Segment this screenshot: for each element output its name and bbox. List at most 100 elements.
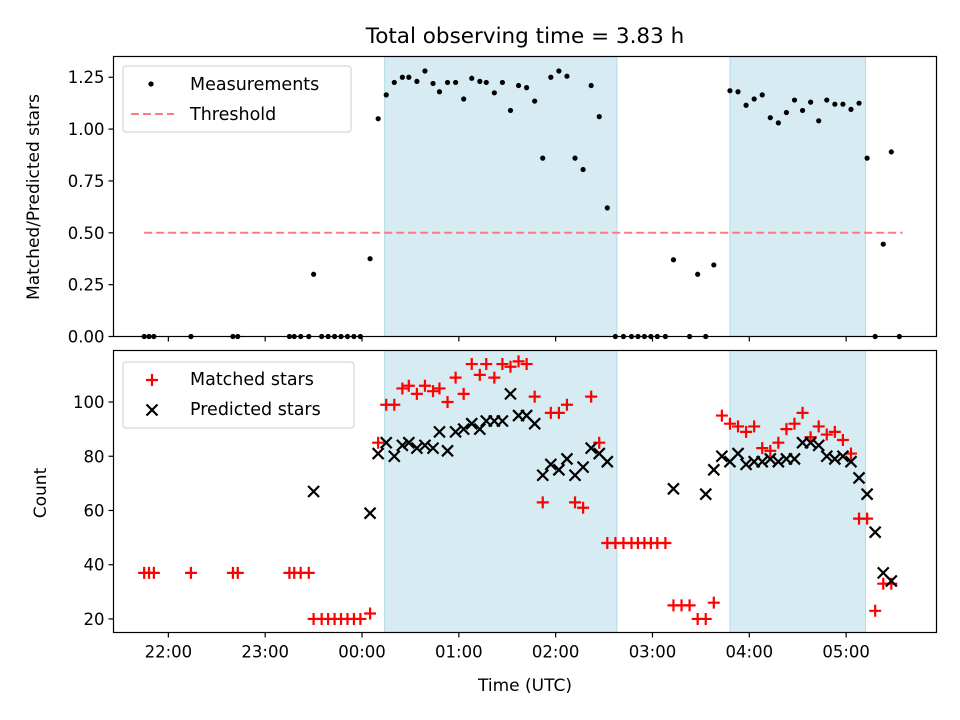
matched-star-point	[449, 371, 462, 384]
matched-star-point	[659, 537, 672, 550]
measurement-point	[422, 68, 428, 74]
predicted-star-point	[788, 452, 801, 466]
matched-star-point	[410, 387, 423, 400]
measurement-point	[430, 80, 436, 87]
predicted-star-point	[396, 439, 409, 452]
measurement-point	[491, 90, 497, 96]
x-tick-label: 22:00	[145, 643, 193, 662]
matched-star-point	[480, 358, 493, 371]
observing-intervals	[384, 350, 866, 633]
predicted-star-point	[836, 449, 850, 463]
measurement-point	[880, 241, 886, 247]
predicted-star-point	[707, 463, 721, 477]
predicted-star-point	[307, 485, 320, 498]
measurement-point	[856, 100, 862, 106]
matched-star-point	[302, 566, 315, 579]
predicted-star-point	[441, 444, 454, 458]
y-tick-label: 1.00	[68, 120, 105, 139]
matched-star-point	[441, 396, 454, 409]
matched-star-point	[396, 382, 409, 395]
matched-star-point	[723, 417, 736, 430]
matched-star-point	[364, 607, 377, 620]
predicted-star-point	[772, 455, 785, 468]
measurement-point	[759, 92, 765, 98]
observing-intervals	[384, 56, 866, 337]
matched-star-point	[836, 433, 849, 446]
matched-star-point	[772, 436, 785, 449]
matched-star-points	[138, 355, 898, 625]
measurement-point	[367, 256, 373, 262]
legend-matched-marker	[146, 374, 158, 386]
bottom-y-axis-label: Count	[31, 467, 51, 518]
predicted-star-point	[552, 463, 566, 477]
observing-interval	[729, 350, 866, 633]
legend-threshold-label: Threshold	[189, 105, 276, 125]
predicted-star-point	[371, 447, 385, 460]
predicted-star-point	[363, 506, 377, 520]
matched-star-point	[699, 612, 712, 625]
legend-predicted-label: Predicted stars	[190, 400, 321, 420]
measurement-point	[727, 88, 733, 94]
matched-star-point	[402, 379, 415, 392]
predicted-star-point	[528, 417, 541, 430]
y-tick-label: 20	[84, 610, 105, 629]
predicted-star-point	[731, 447, 745, 460]
measurement-point	[406, 74, 412, 80]
matched-star-point	[707, 596, 720, 609]
bottom-axes-frame	[112, 349, 938, 634]
x-tick-label: 23:00	[241, 643, 289, 662]
matched-star-point	[147, 566, 160, 579]
matched-star-point	[388, 398, 401, 411]
measurement-point	[391, 79, 397, 86]
measurement-point	[791, 97, 798, 103]
measurement-point	[469, 75, 475, 81]
y-tick-label: 0.75	[68, 172, 105, 191]
predicted-star-point	[852, 471, 866, 485]
y-tick-label: 100	[73, 393, 105, 412]
predicted-star-point	[885, 574, 898, 588]
measurement-point	[670, 257, 677, 263]
matched-star-point	[796, 406, 809, 419]
matched-star-point	[488, 371, 501, 384]
measurement-point	[375, 116, 381, 122]
measurement-point	[799, 107, 806, 114]
measurement-point	[383, 92, 389, 98]
measurement-point	[414, 78, 420, 84]
matched-star-point	[715, 409, 728, 422]
matched-star-point	[820, 428, 833, 441]
observing-interval	[729, 56, 866, 337]
predicted-star-point	[496, 414, 509, 428]
measurement-point	[556, 68, 562, 74]
predicted-star-point	[504, 387, 517, 401]
predicted-star-point	[667, 482, 680, 496]
predicted-star-point	[828, 452, 842, 466]
predicted-star-point	[576, 460, 590, 474]
matched-star-point	[504, 360, 517, 373]
matched-star-point	[560, 398, 573, 411]
observing-interval	[384, 56, 618, 337]
predicted-star-point	[755, 455, 769, 468]
predicted-star-point	[402, 436, 416, 449]
predicted-star-point	[379, 436, 393, 449]
matched-star-point	[756, 442, 769, 455]
matched-star-point	[528, 390, 541, 403]
top-y-ticks: 0.00 0.25 0.50 0.75 1.00 1.25	[68, 68, 114, 347]
bottom-x-ticks: 22:00 23:00 00:00 01:00 02:00 03:00 04:00 05:00	[145, 632, 870, 662]
top-legend-box	[122, 65, 352, 133]
measurement-point	[808, 99, 814, 105]
bottom-panel: 20 40 60 80 100 22:00 23:00 00:00 01:00 02:00 03:…	[31, 349, 938, 696]
x-tick-label: 02:00	[532, 643, 580, 662]
y-tick-label: 0.00	[68, 328, 105, 347]
measurement-point	[524, 85, 530, 91]
matched-star-point	[569, 496, 582, 509]
matched-star-point	[585, 390, 598, 403]
matched-star-point	[418, 379, 431, 392]
matched-star-point	[732, 420, 745, 433]
measurement-point	[775, 120, 781, 126]
legend-matched-label: Matched stars	[190, 370, 314, 390]
matched-star-point	[552, 406, 565, 419]
matched-star-point	[433, 382, 446, 395]
measurement-point	[507, 107, 514, 114]
top-panel: 0.00 0.25 0.50 0.75 1.00 1.25 Matched/Predict…	[24, 55, 938, 347]
